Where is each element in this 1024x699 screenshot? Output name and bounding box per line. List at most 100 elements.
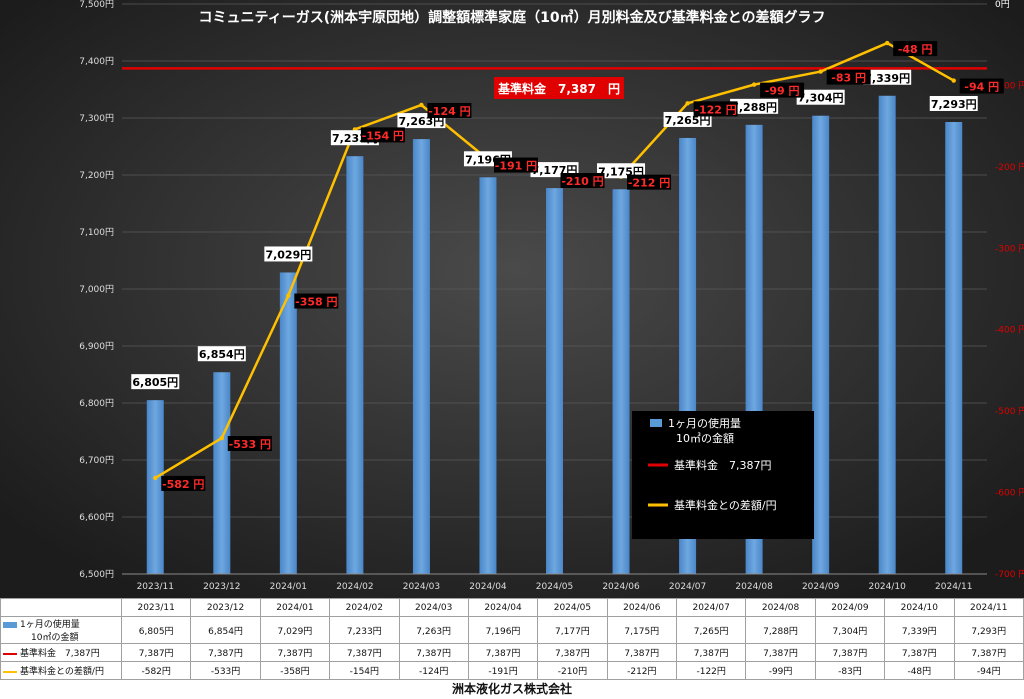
table-cell-usage: 7,196円: [467, 616, 539, 644]
y-left-tick-label: 7,000円: [79, 284, 114, 295]
bar-label-box: [597, 163, 646, 179]
table-row-header-diff: 基準料金との差額/円: [0, 661, 122, 680]
bar: [546, 188, 563, 575]
x-tick-label: 2024/02: [336, 582, 373, 592]
x-tick-label: 2024/10: [868, 582, 906, 592]
table-cell-usage: 7,265円: [675, 616, 747, 644]
diff-value-label: -191 円: [495, 160, 537, 173]
diff-label-box: [161, 475, 206, 491]
x-tick-label: 2024/08: [735, 582, 773, 592]
diff-point: [419, 102, 424, 108]
diff-value-label: -122 円: [694, 103, 736, 116]
diff-point: [219, 435, 225, 441]
y-left-tick-label: 6,700円: [79, 455, 114, 466]
y-right-tick-label: -300 円: [995, 243, 1024, 254]
legend-label-base: 基準料金 7,387円: [674, 458, 772, 472]
y-left-tick-label: 7,500円: [79, 0, 114, 10]
diff-value-label: -210 円: [561, 175, 603, 188]
table-corner: [0, 598, 122, 617]
bar: [412, 139, 430, 574]
table-cell-usage: 7,177円: [537, 616, 608, 644]
x-tick-label: 2024/01: [270, 582, 307, 592]
company-name: 洲本液化ガス株式会社: [451, 682, 572, 696]
table-header-cell: 2024/03: [398, 598, 469, 617]
diff-label-box: [427, 102, 472, 118]
table-row-header-base-1: 基準料金 7,387円: [20, 649, 100, 659]
table-header-cell: 2024/06: [606, 598, 678, 617]
bar: [878, 95, 896, 575]
chart-background: [0, 0, 1024, 598]
x-tick-label: 2023/12: [203, 582, 240, 592]
x-tick-label: 2024/05: [536, 582, 573, 592]
diff-label-box: [693, 101, 738, 117]
diff-value-label: -99 円: [765, 85, 800, 98]
diff-point: [884, 40, 890, 46]
bar-value-label: 7,265円: [665, 114, 711, 127]
table-row-diff: 基準料金との差額/円 -582円 -533円 -358円 -154円 -124円 -191…: [0, 661, 1024, 680]
bar-label-box: [929, 95, 978, 111]
table-cell-base: 7,387円: [606, 643, 678, 662]
bar-label-box: [264, 246, 313, 262]
x-tick-label: 2024/04: [469, 582, 507, 592]
x-tick-label: 2024/03: [403, 582, 440, 592]
bar-label-box: [863, 69, 912, 85]
y-left-tick-label: 6,500円: [79, 569, 114, 580]
diff-point: [751, 82, 757, 87]
table-cell-diff: -358円: [259, 661, 331, 680]
table-cell-base: 7,387円: [467, 643, 539, 662]
diff-value-label: -124 円: [428, 105, 470, 118]
bar-value-label: 7,263円: [399, 115, 445, 128]
table-row-header-usage-1: 1ヶ月の使用量: [20, 620, 80, 630]
table-header-cell: 2024/10: [884, 598, 955, 617]
y-left-tick-label: 6,800円: [79, 398, 114, 409]
table-row-header-usage-2: 10㎥の金額: [31, 633, 79, 643]
table-cell-base: 7,387円: [884, 643, 955, 662]
y-right-tick-label: -400 円: [995, 325, 1024, 336]
bar-value-label: 7,339円: [864, 72, 910, 85]
table-cell-diff: -48円: [884, 661, 955, 680]
table-swatch-diff: [3, 670, 17, 673]
bar: [279, 272, 297, 574]
table-cell-base: 7,387円: [120, 643, 192, 662]
y-left-tick-label: 7,300円: [79, 113, 114, 124]
table-cell-usage: 7,288円: [745, 616, 816, 644]
table-cell-base: 7,387円: [953, 643, 1024, 662]
table-header-cell: 2024/02: [329, 598, 400, 617]
table-header-cell: 2024/04: [467, 598, 539, 617]
table-header-cell: 2024/08: [745, 598, 816, 617]
base-price-annotation-box: [494, 77, 624, 99]
x-tick-label: 2024/06: [602, 582, 640, 592]
table-header-cell: 2024/01: [259, 598, 331, 617]
bar: [612, 189, 630, 574]
diff-label-box: [294, 293, 339, 309]
table-header-cell: 2023/11: [120, 598, 192, 617]
table-cell-diff: -582円: [120, 661, 192, 680]
diff-value-label: -154 円: [362, 129, 404, 142]
diff-label-box: [360, 127, 405, 143]
legend-label-diff: 基準料金との差額/円: [674, 498, 777, 512]
diff-point: [685, 101, 690, 106]
bar-label-box: [730, 98, 779, 114]
x-tick-label: 2024/11: [935, 582, 972, 592]
y-right-tick-label: -200 円: [995, 162, 1024, 173]
table-cell-base: 7,387円: [329, 643, 400, 662]
table-row-usage: 1ヶ月の使用量 10㎥の金額 6,805円 6,854円 7,029円 7,233円 7,…: [0, 616, 1024, 644]
bar: [213, 372, 231, 574]
bar-value-label: 7,288円: [731, 101, 777, 114]
diff-label-box: [760, 82, 805, 98]
table-row-header-base: 基準料金 7,387円: [0, 643, 122, 662]
y-left-tick-label: 6,600円: [79, 512, 114, 523]
bar-value-label: 7,029円: [265, 248, 311, 261]
table-header-cell: 2024/05: [537, 598, 608, 617]
legend-label-bar-2: 10㎥の金額: [676, 431, 734, 445]
table-cell-usage: 7,029円: [259, 616, 331, 644]
table-cell-base: 7,387円: [190, 643, 261, 662]
table-cell-usage: 6,854円: [190, 616, 261, 644]
table-cell-base: 7,387円: [398, 643, 469, 662]
table-cell-diff: -124円: [398, 661, 469, 680]
table-cell-diff: -212円: [606, 661, 678, 680]
table-cell-diff: -154円: [329, 661, 400, 680]
bar-label-box: [197, 346, 246, 362]
table-header-cell: 2024/07: [675, 598, 747, 617]
